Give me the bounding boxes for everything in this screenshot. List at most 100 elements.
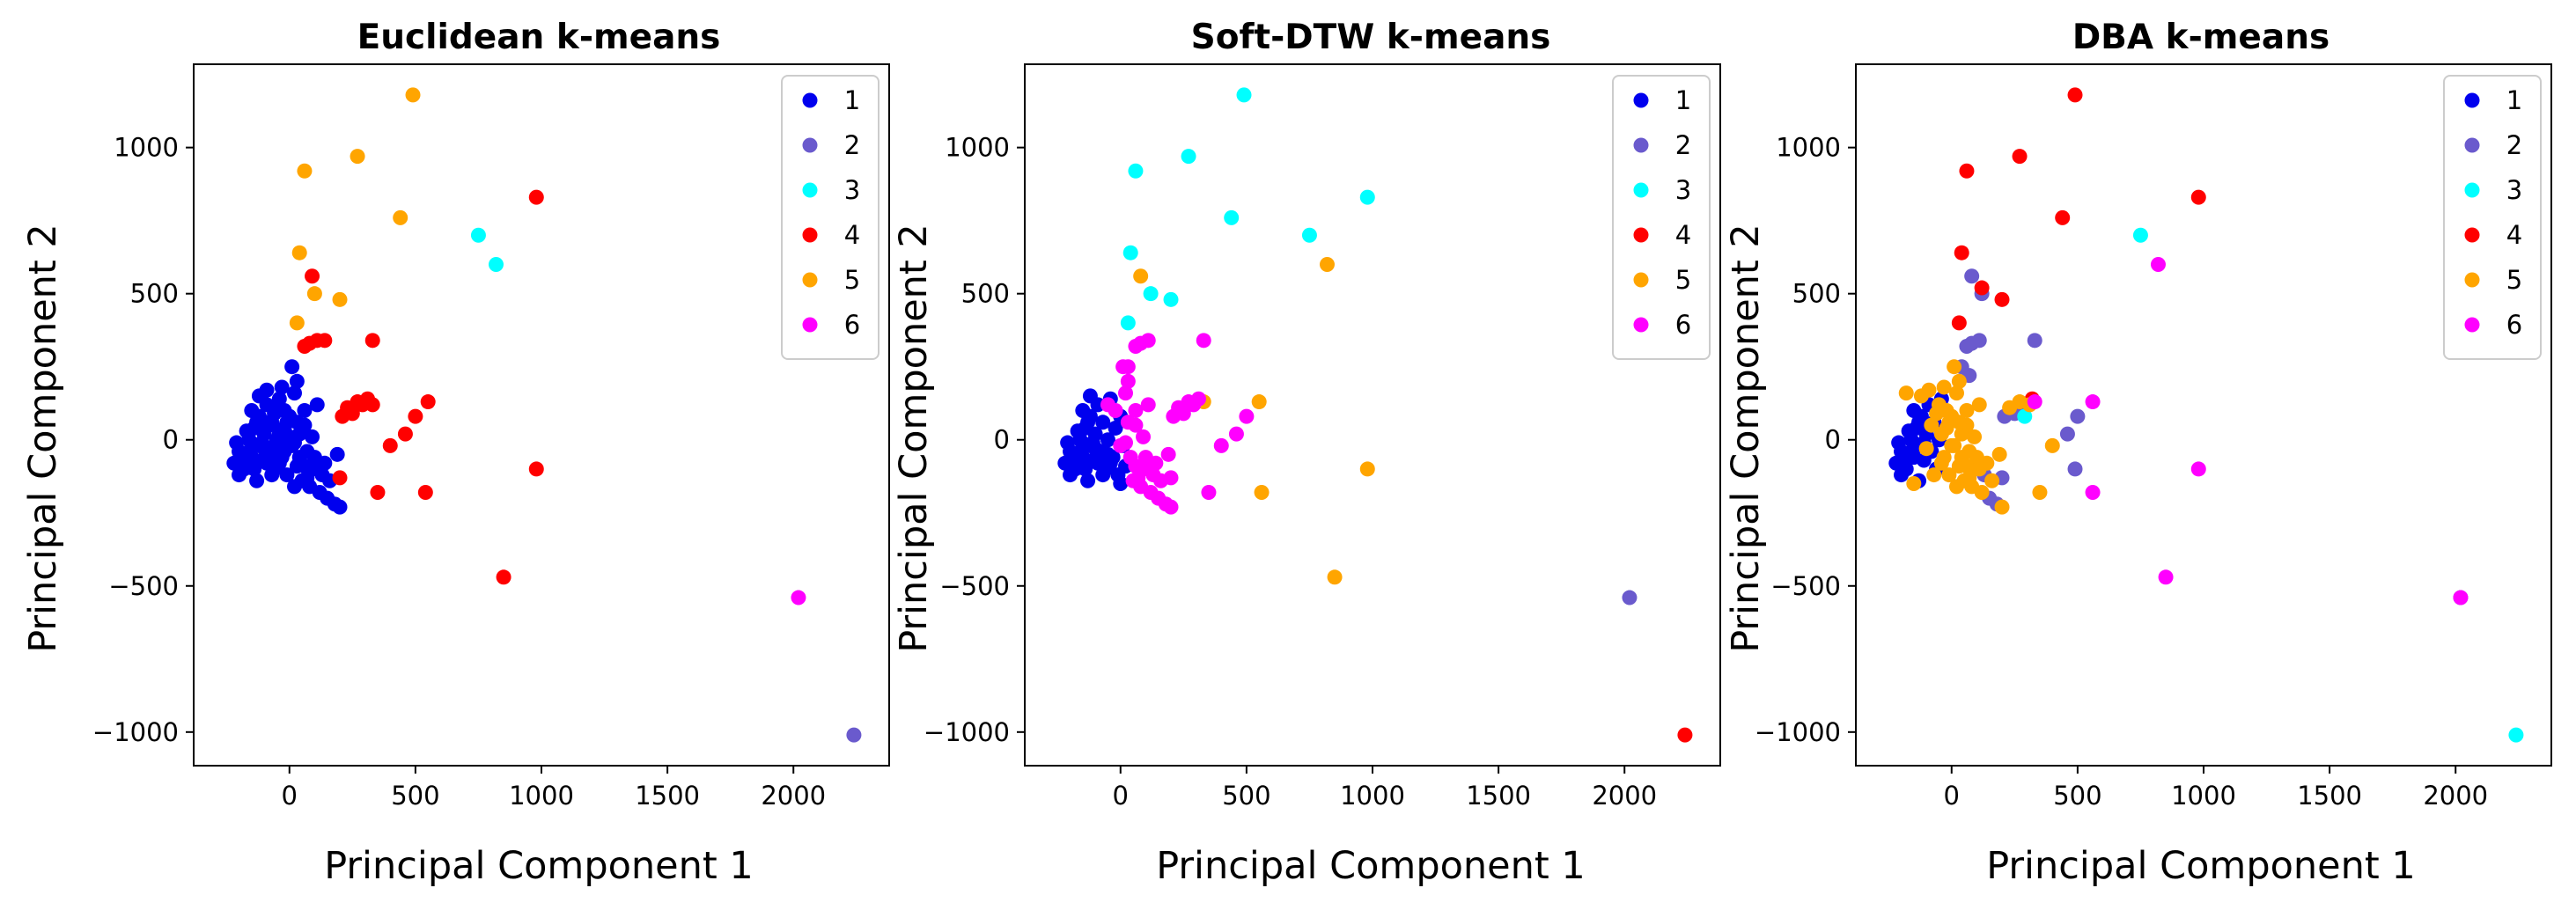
- scatter-point-series-1: [1080, 415, 1096, 430]
- legend-label: 4: [1675, 220, 1691, 250]
- scatter-point-series-1: [1100, 432, 1115, 448]
- scatter-point-series-5: [1971, 397, 1987, 413]
- legend-label: 2: [1675, 130, 1691, 160]
- x-tick-label: 1500: [1466, 781, 1531, 811]
- scatter-point-series-5: [2032, 485, 2048, 501]
- plot-title: DBA k-means: [2072, 18, 2329, 57]
- scatter-point-series-6: [1140, 333, 1156, 349]
- legend-marker: [802, 182, 818, 198]
- y-tick-label: 1000: [114, 133, 179, 163]
- scatter-point-series-5: [1951, 373, 1967, 389]
- scatter-point-series-4: [420, 394, 436, 410]
- scatter-point-series-6: [1160, 446, 1176, 462]
- scatter-point-series-5: [1913, 388, 1929, 404]
- legend-marker: [1633, 272, 1649, 288]
- scatter-point-series-3: [1236, 87, 1252, 103]
- scatter-point-series-4: [2055, 209, 2071, 225]
- x-axis-label: Principal Component 1: [324, 844, 754, 888]
- scatter-point-series-5: [1951, 415, 1967, 430]
- legend-marker: [1633, 317, 1649, 333]
- scatter-point-series-4: [305, 268, 320, 284]
- scatter-point-series-6: [1148, 455, 1164, 471]
- scatter-point-series-1: [1113, 476, 1129, 492]
- scatter-point-series-4: [1677, 727, 1693, 743]
- legend-label: 6: [2506, 310, 2522, 340]
- x-tick-label: 1000: [1340, 781, 1405, 811]
- scatter-point-series-5: [289, 315, 305, 331]
- x-axis-label: Principal Component 1: [1986, 844, 2416, 888]
- scatter-point-series-1: [247, 461, 262, 477]
- scatter-point-series-3: [1301, 227, 1317, 243]
- scatter-point-series-6: [1228, 426, 1244, 442]
- scatter-point-series-3: [1359, 189, 1375, 205]
- scatter-point-series-6: [1117, 385, 1133, 401]
- scatter-point-series-1: [274, 379, 290, 395]
- scatter-point-series-1: [249, 473, 265, 488]
- scatter-point-series-5: [393, 209, 408, 225]
- scatter-point-series-1: [1082, 388, 1098, 404]
- legend-marker: [1633, 182, 1649, 198]
- legend-marker: [2464, 92, 2480, 108]
- scatter-point-series-6: [1175, 406, 1191, 422]
- scatter-point-series-5: [405, 87, 421, 103]
- legend-label: 3: [2506, 175, 2522, 205]
- scatter-point-series-1: [289, 415, 305, 430]
- scatter-point-series-1: [1078, 461, 1093, 477]
- scatter-point-series-4: [528, 461, 544, 477]
- scatter-point-series-1: [1080, 473, 1096, 488]
- y-tick-label: −500: [939, 571, 1010, 601]
- legend-label: 1: [1675, 85, 1691, 115]
- legend-marker: [2464, 227, 2480, 243]
- scatter-point-series-1: [239, 423, 254, 439]
- legend-marker: [802, 272, 818, 288]
- scatter-point-series-6: [1153, 473, 1169, 488]
- scatter-point-series-3: [470, 227, 486, 243]
- subplot-soft-dtw: Soft-DTW k-means Principal Component 1 P…: [892, 18, 1721, 888]
- scatter-point-series-3: [1120, 315, 1136, 331]
- legend-marker: [2464, 317, 2480, 333]
- scatter-point-series-2: [2059, 426, 2075, 442]
- scatter-point-series-6: [1128, 403, 1144, 419]
- x-tick-label: 2000: [2423, 781, 2488, 811]
- scatter-point-series-5: [1941, 467, 1957, 483]
- legend-marker: [1633, 92, 1649, 108]
- scatter-point-series-4: [1974, 280, 1990, 296]
- legend-label: 2: [2506, 130, 2522, 160]
- scatter-point-series-4: [364, 397, 380, 413]
- scatter-point-series-4: [1959, 163, 1975, 179]
- scatter-point-series-4: [2012, 149, 2028, 165]
- y-axis-label: Principal Component 2: [21, 224, 65, 653]
- scatter-point-series-2: [2067, 461, 2083, 477]
- scatter-point-series-4: [417, 485, 433, 501]
- scatter-point-series-1: [332, 499, 348, 515]
- scatter-point-series-2: [2027, 333, 2042, 349]
- scatter-point-series-6: [2085, 485, 2101, 501]
- scatter-point-series-6: [1201, 485, 1217, 501]
- y-tick-label: 500: [130, 279, 179, 309]
- scatter-point-series-5: [1961, 470, 1977, 486]
- scatter-point-series-6: [2190, 461, 2206, 477]
- legend-label: 6: [844, 310, 860, 340]
- scatter-point-series-5: [1984, 473, 2000, 488]
- scatter-point-series-5: [1924, 417, 1939, 433]
- scatter-point-series-4: [344, 406, 360, 422]
- scatter-point-series-1: [317, 455, 333, 471]
- scatter-point-series-1: [1108, 420, 1123, 436]
- scatter-point-series-1: [1063, 467, 1078, 483]
- scatter-point-series-6: [1213, 437, 1229, 453]
- scatter-point-series-5: [1931, 397, 1947, 413]
- scatter-point-series-6: [1140, 397, 1156, 413]
- legend: [2443, 75, 2542, 360]
- legend-marker: [802, 317, 818, 333]
- scatter-point-series-6: [791, 590, 806, 605]
- scatter-point-series-6: [1128, 459, 1144, 474]
- plot-title: Soft-DTW k-means: [1191, 18, 1551, 57]
- y-tick-label: 500: [1792, 279, 1841, 309]
- legend-marker: [1633, 227, 1649, 243]
- y-tick-label: 1000: [1776, 133, 1841, 163]
- scatter-point-series-5: [1359, 461, 1375, 477]
- scatter-point-series-6: [2150, 256, 2166, 272]
- scatter-point-series-4: [496, 569, 512, 585]
- scatter-point-series-1: [1911, 415, 1927, 430]
- legend-label: 6: [1675, 310, 1691, 340]
